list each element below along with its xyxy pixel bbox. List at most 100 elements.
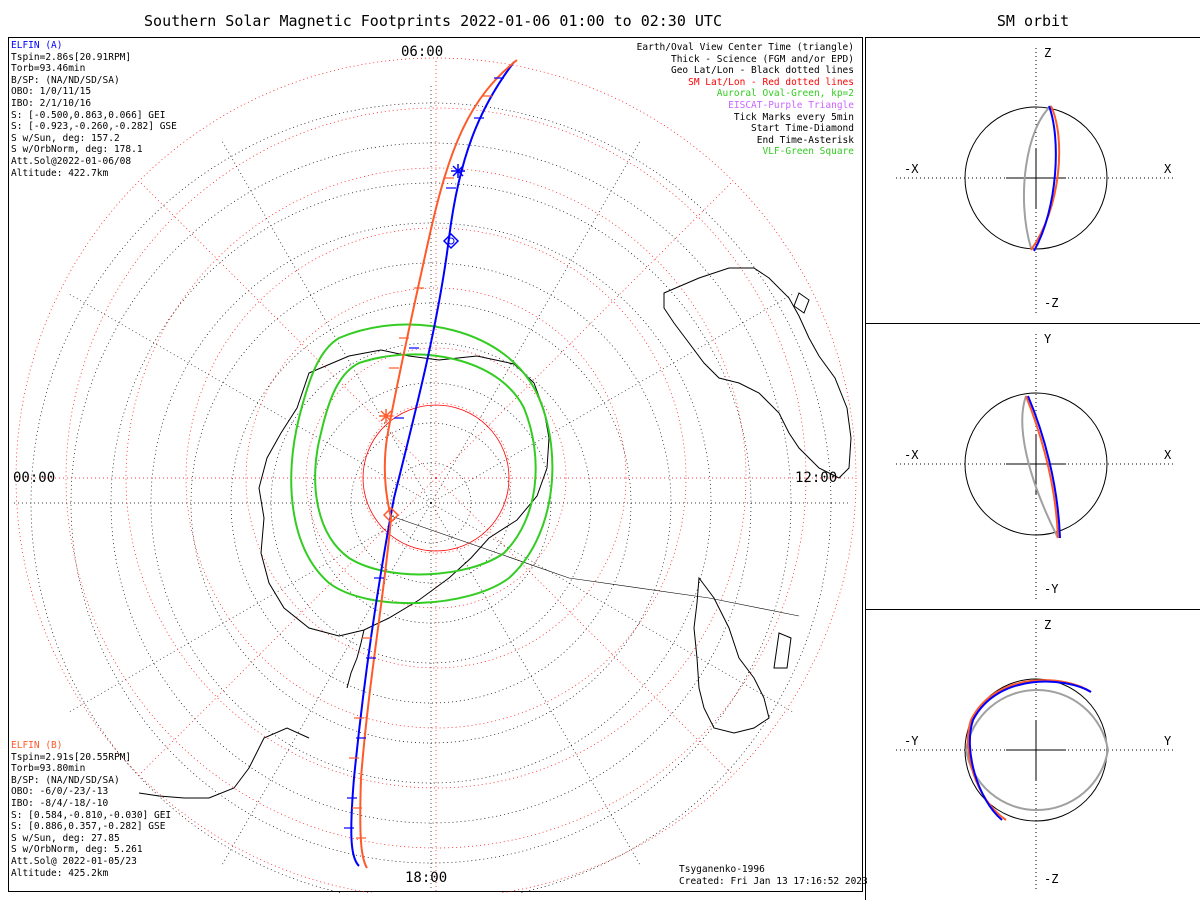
- antarctic-peninsula: [346, 629, 365, 689]
- elfin-b-line: Att.Sol@ 2022-01-05/23: [11, 855, 137, 867]
- australia-coastline: [663, 267, 852, 479]
- orbit-panel-xz: Z -Z -X X: [865, 37, 1200, 323]
- panel-xz-top: Z: [1044, 46, 1052, 60]
- orbit-title: SM orbit: [996, 12, 1070, 30]
- elfin-a-line: IBO: 2/1/10/16: [11, 97, 92, 109]
- geo-lon-line: [430, 502, 642, 867]
- panel-xz-bottom: -Z: [1044, 296, 1059, 310]
- elfin-b-line: S: [0.886,0.357,-0.282] GSE: [11, 821, 166, 833]
- grid-layer: [11, 57, 857, 893]
- legend: Earth/Oval View Center Time (triangle) T…: [637, 42, 854, 158]
- orbit-elfin-a-xy: [1027, 395, 1061, 539]
- elfin-a-line: OBO: 1/0/11/15: [11, 86, 92, 98]
- time-label-bottom: 18:00: [405, 870, 448, 886]
- geo-lon-line: [67, 502, 432, 714]
- orbit-panel-xy: Y -Y -X X: [865, 323, 1200, 609]
- sm-lon-line: [138, 180, 437, 479]
- panel-xy-left: -X: [904, 448, 919, 462]
- orbit-gray-xy: [1021, 395, 1059, 539]
- plot-title: Southern Solar Magnetic Footprints 2022-…: [144, 12, 722, 30]
- sm-pole-circle: [362, 404, 510, 552]
- elfin-a-line: Att.Sol@2022-01-06/08: [11, 155, 132, 167]
- elfin-b-end-asterisk: [380, 410, 392, 422]
- sm-lat-circle: [245, 287, 627, 669]
- panel-xy-top: Y: [1044, 332, 1052, 346]
- geo-lon-line: [220, 502, 432, 867]
- legend-entry: Tick Marks every 5min: [733, 111, 854, 123]
- sm-lat-circle: [360, 402, 512, 554]
- orbit-gray-xz: [1022, 105, 1052, 249]
- auroral-oval-outer: [290, 323, 554, 605]
- elfin-a-line: S w/OrbNorm, deg: 178.1: [11, 144, 143, 156]
- panel-xy-bottom: -Y: [1044, 582, 1059, 596]
- legend-entry: SM Lat/Lon - Red dotted lines: [688, 76, 854, 88]
- sm-lat-circle: [125, 167, 747, 789]
- marker-layer: [344, 77, 504, 839]
- panel-yz-left: -Y: [904, 734, 919, 748]
- elfin-b-label: ELFIN (B): [11, 740, 63, 751]
- madagascar-coastline: [773, 632, 792, 669]
- panel-yz-right: Y: [1164, 734, 1172, 748]
- elfin-a-end-asterisk: [452, 165, 464, 177]
- legend-entry: Start Time-Diamond: [751, 123, 854, 135]
- orbit-elfin-a-xz: [1033, 105, 1057, 252]
- time-label-top: 06:00: [401, 44, 444, 60]
- legend-entry: End Time-Asterisk: [756, 134, 854, 146]
- footer: Tsyganenko-1996 Created: Fri Jan 13 17:1…: [679, 864, 868, 887]
- geo-lon-line: [67, 292, 432, 504]
- elfin-b-line: Altitude: 425.2km: [11, 867, 109, 879]
- orbit-elfin-a-yz: [968, 680, 1092, 821]
- sm-lat-circle: [65, 107, 807, 849]
- legend-entry: Thick - Science (FGM and/or EPD): [670, 53, 854, 65]
- elfin-b-line: S: [0.584,-0.810,-0.030] GEI: [11, 809, 172, 821]
- south-america-coastline: [138, 727, 310, 799]
- legend-entry: VLF-Green Square: [762, 146, 854, 158]
- elfin-a-info: ELFIN (A) Tspin=2.86s[20.91RPM] Torb=93.…: [11, 40, 177, 179]
- antarctica-coastline: [258, 349, 550, 637]
- footprint-map: ELFIN (A) Tspin=2.86s[20.91RPM] Torb=93.…: [8, 37, 868, 893]
- sm-lat-circle: [305, 347, 567, 609]
- sm-lon-line: [435, 180, 734, 479]
- footer-model: Tsyganenko-1996: [679, 864, 765, 875]
- geo-lon-line: [430, 502, 795, 714]
- sm-lon-line: [435, 477, 734, 776]
- legend-entry: Auroral Oval-Green, kp=2: [716, 88, 854, 100]
- elfin-a-track: [350, 61, 515, 867]
- orbit-panel-yz-svg: [896, 620, 1176, 891]
- sm-lat-circle: [15, 57, 857, 893]
- elfin-a-line: Torb=93.46min: [11, 63, 86, 75]
- elfin-a-start-diamond: [442, 232, 460, 250]
- elfin-b-line: B/SP: (NA/ND/SD/SA): [11, 774, 120, 786]
- terminator-line: [390, 515, 800, 617]
- elfin-a-line: S: [-0.500,0.863,0.066] GEI: [11, 109, 166, 121]
- elfin-b-start-diamond: [382, 506, 400, 524]
- auroral-oval-inner: [314, 353, 537, 576]
- elfin-b-info: ELFIN (B) Tspin=2.91s[20.55RPM] Torb=93.…: [11, 740, 171, 879]
- time-label-left: 00:00: [13, 470, 56, 486]
- orbit-panel-xy-svg: [896, 334, 1176, 600]
- elfin-a-line: Tspin=2.86s[20.91RPM]: [11, 51, 132, 63]
- legend-entry: Geo Lat/Lon - Black dotted lines: [670, 65, 854, 77]
- sm-lat-circle: [185, 227, 687, 729]
- geo-lon-line: [220, 139, 432, 504]
- elfin-a-line: B/SP: (NA/ND/SD/SA): [11, 74, 120, 86]
- elfin-b-track: [359, 59, 518, 869]
- orbit-elfin-b-xz: [1030, 105, 1061, 251]
- coastline-layer: [138, 267, 852, 799]
- elfin-b-line: Torb=93.80min: [11, 763, 86, 775]
- elfin-b-line: OBO: -6/0/-23/-13: [11, 786, 109, 798]
- geo-lon-line: [430, 292, 795, 504]
- orbit-panel-xz-svg: [896, 48, 1176, 314]
- elfin-a-label: ELFIN (A): [11, 40, 63, 51]
- orbit-panel-yz: Z -Z -Y Y: [865, 609, 1200, 900]
- elfin-a-line: S: [-0.923,-0.260,-0.282] GSE: [11, 121, 177, 133]
- panel-yz-bottom: -Z: [1044, 872, 1059, 886]
- panel-xz-right: X: [1164, 162, 1172, 176]
- orbit-elfin-b-xy: [1025, 395, 1059, 539]
- elfin-a-line: Altitude: 422.7km: [11, 167, 109, 179]
- geo-lon-line: [430, 139, 642, 504]
- orbit-gray-yz: [965, 689, 1110, 811]
- elfin-a-start-center: [447, 237, 455, 245]
- new-zealand-coastline: [793, 292, 810, 314]
- elfin-b-line: IBO: -8/4/-18/-10: [11, 797, 109, 809]
